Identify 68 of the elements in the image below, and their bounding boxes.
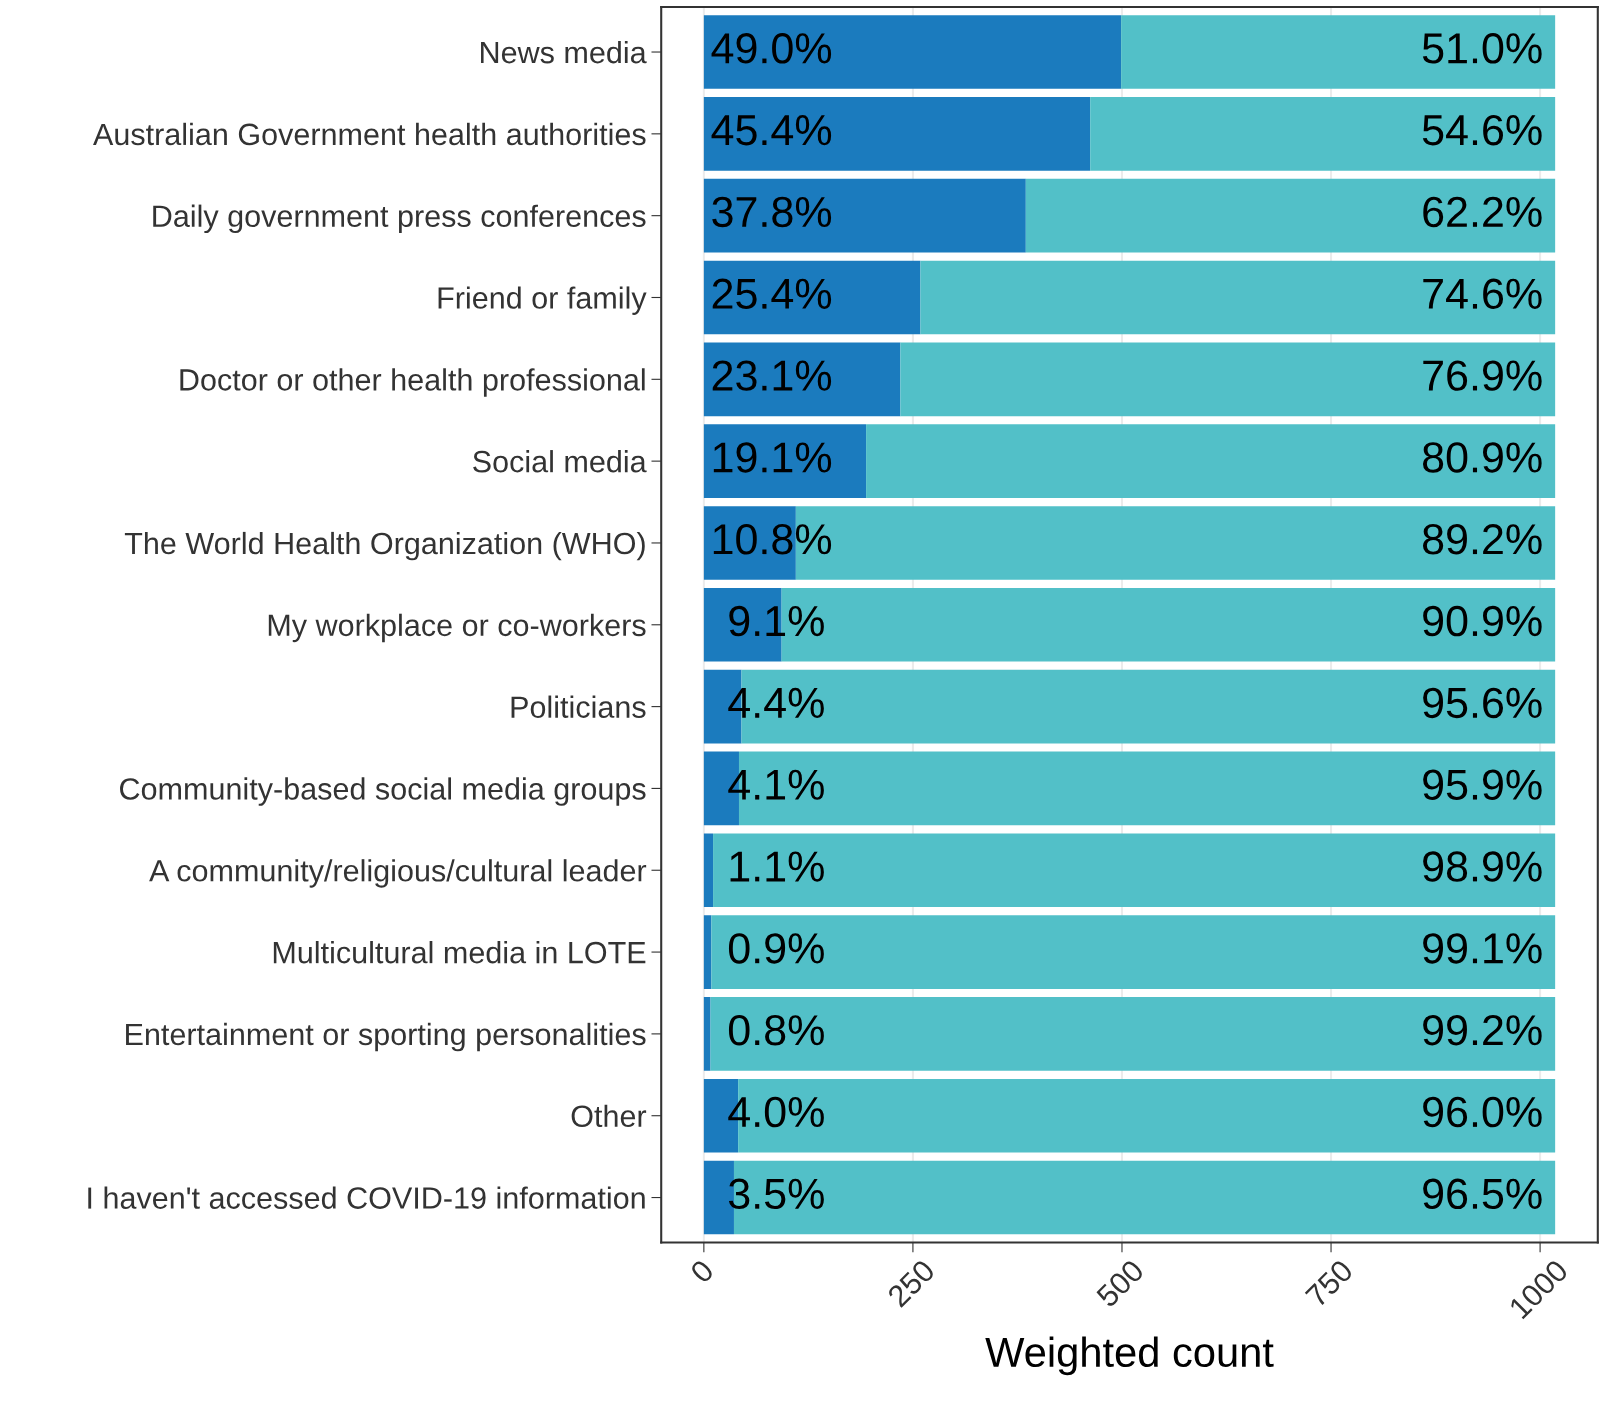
y-tick-label: News media xyxy=(481,40,647,64)
bar xyxy=(703,178,1026,253)
annotation: 98.9% xyxy=(1423,851,1542,882)
annotation: 90.9% xyxy=(1423,605,1542,637)
x-tick-label: 250 xyxy=(886,1258,936,1308)
bar xyxy=(866,424,1556,498)
annotation: 45.4% xyxy=(711,115,832,146)
annotation: 4.0% xyxy=(728,1096,824,1128)
y-tick-label: The World Health Organization (WHO) xyxy=(124,531,645,561)
annotation: 0.8% xyxy=(728,1014,824,1046)
bar xyxy=(1025,178,1556,253)
annotation: 10.8% xyxy=(713,524,832,555)
y-tick-label: Doctor or other health professional xyxy=(180,368,645,397)
x-tick-label: 500 xyxy=(1095,1258,1145,1309)
annotation: 54.6% xyxy=(1422,114,1542,146)
annotation: 74.6% xyxy=(1423,278,1542,310)
x-axis-title: Weighted count xyxy=(985,1336,1274,1376)
bar xyxy=(703,260,921,335)
bar xyxy=(703,342,901,417)
annotation: 3.5% xyxy=(728,1178,824,1210)
bar xyxy=(703,997,711,1071)
bar xyxy=(713,833,1556,908)
annotation: 89.2% xyxy=(1422,524,1542,555)
annotation: 51.0% xyxy=(1422,33,1542,64)
x-tick-label: 750 xyxy=(1304,1258,1355,1308)
annotation: 1.1% xyxy=(730,851,824,882)
y-tick-label: My workplace or co-workers xyxy=(268,613,646,643)
y-tick-label: Community-based social media groups xyxy=(120,777,646,806)
annotation: 25.4% xyxy=(712,278,832,310)
y-tick-label: Social media xyxy=(473,450,647,473)
y-tick-label: Entertainment or sporting personalities xyxy=(126,1022,646,1052)
bar xyxy=(703,915,712,989)
annotation: 96.0% xyxy=(1423,1096,1542,1128)
annotation: 96.5% xyxy=(1423,1178,1542,1210)
bar xyxy=(703,833,714,908)
y-tick-label: A community/religious/cultural leader xyxy=(149,859,647,888)
y-tick-label: Friend or family xyxy=(438,286,647,315)
y-tick-label: Daily government press conferences xyxy=(153,204,646,234)
y-tick-label: Australian Government health authorities xyxy=(93,122,646,146)
annotation: 19.1% xyxy=(713,442,832,473)
annotation: 23.1% xyxy=(712,360,832,391)
annotation: 95.9% xyxy=(1423,769,1542,800)
bar xyxy=(703,424,867,498)
y-tick-label: I haven't accessed COVID-19 information xyxy=(88,1186,645,1209)
y-tick-label: Multicultural media in LOTE xyxy=(273,941,646,964)
annotation: 80.9% xyxy=(1422,442,1542,473)
bar xyxy=(1090,97,1556,171)
annotation: 99.1% xyxy=(1423,933,1542,964)
bar xyxy=(900,342,1556,417)
annotation: 4.4% xyxy=(728,687,824,718)
y-tick-label: Politicians xyxy=(511,695,646,718)
annotation: 62.2% xyxy=(1423,196,1542,228)
annotation: 76.9% xyxy=(1423,360,1542,391)
x-tick-label: 0 xyxy=(689,1258,715,1285)
annotation: 49.0% xyxy=(711,33,832,64)
bar xyxy=(920,260,1556,335)
bar xyxy=(710,997,1556,1071)
annotation: 95.6% xyxy=(1423,687,1542,719)
annotation: 0.9% xyxy=(728,933,824,964)
y-tick-label: Other xyxy=(571,1104,647,1128)
annotation: 99.2% xyxy=(1423,1014,1542,1046)
bar xyxy=(703,97,1091,171)
annotation: 37.8% xyxy=(712,196,832,228)
bar xyxy=(711,915,1556,989)
annotation: 9.1% xyxy=(729,605,824,637)
bar xyxy=(1121,15,1556,89)
bar xyxy=(703,15,1122,89)
annotation: 4.1% xyxy=(728,769,824,800)
